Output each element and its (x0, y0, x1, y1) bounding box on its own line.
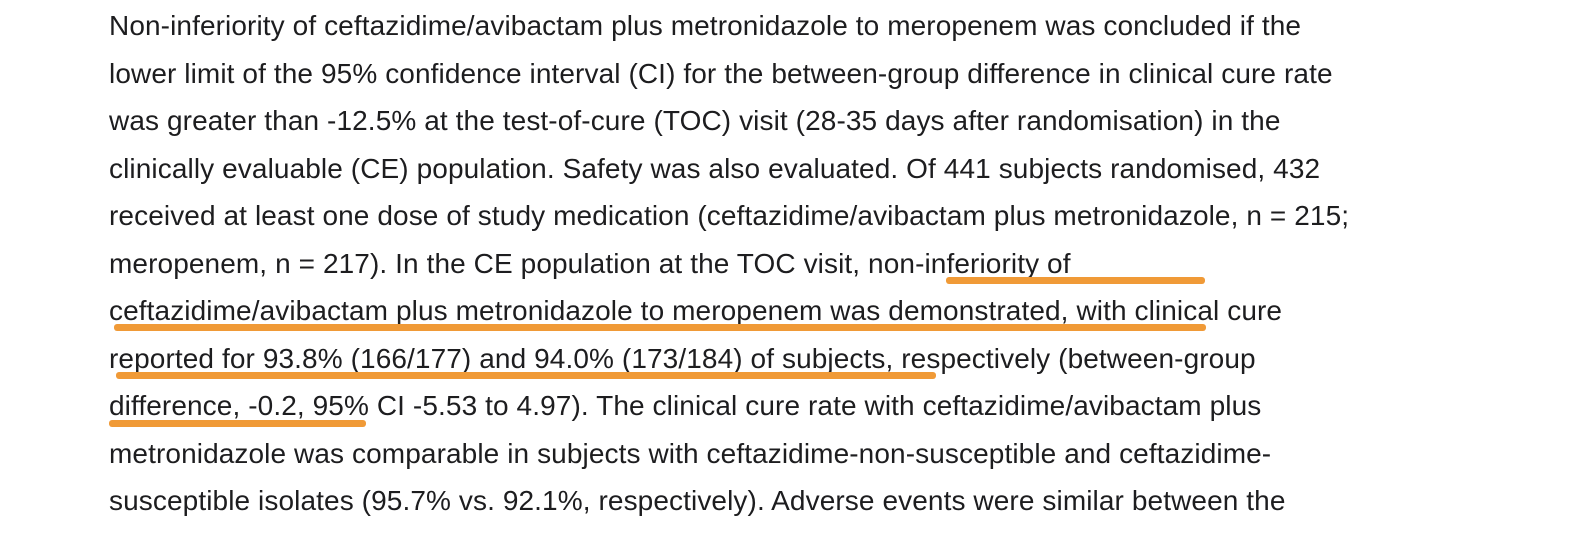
paragraph-line-7: ceftazidime/avibactam plus metronidazole… (109, 295, 1283, 326)
highlight-underline (116, 372, 936, 379)
paragraph-line-11: susceptible isolates (95.7% vs. 92.1%, r… (109, 485, 1286, 516)
highlight-underline (114, 324, 1206, 331)
highlight-underline (946, 277, 1205, 284)
highlight-underline (109, 420, 366, 427)
paragraph-line-3: was greater than -12.5% at the test-of-c… (109, 105, 1281, 136)
paragraph-line-9: difference, -0.2, 95% CI -5.53 to 4.97).… (109, 390, 1262, 421)
paragraph-line-1: Non-inferiority of ceftazidime/avibactam… (109, 10, 1302, 41)
paragraph-line-10: metronidazole was comparable in subjects… (109, 438, 1272, 469)
paragraph-line-2: lower limit of the 95% confidence interv… (109, 58, 1333, 89)
paragraph-line-4: clinically evaluable (CE) population. Sa… (109, 153, 1321, 184)
paragraph-line-6: meropenem, n = 217). In the CE populatio… (109, 248, 1071, 279)
paragraph-line-5: received at least one dose of study medi… (109, 200, 1350, 231)
paragraph-line-8: reported for 93.8% (166/177) and 94.0% (… (109, 343, 1256, 374)
